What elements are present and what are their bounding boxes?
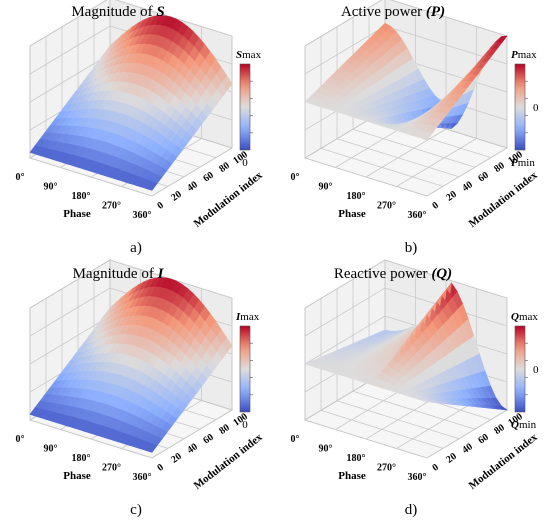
colorbar-max-symbol: P <box>511 49 518 61</box>
colorbar-mid-label: 0 <box>533 102 539 114</box>
colorbar <box>239 325 251 413</box>
colorbar-min-suffix: min <box>519 419 537 431</box>
y-tick-label: 60 <box>476 170 491 185</box>
title-text: Reactive power <box>334 266 431 282</box>
title-text: Active power <box>341 4 426 20</box>
x-tick-label: 180° <box>347 453 366 464</box>
surface-3d <box>304 281 509 411</box>
colorbar-max-symbol: Q <box>511 311 519 323</box>
y-tick-label: 60 <box>201 432 216 447</box>
colorbar-mid-label: 0 <box>533 364 539 376</box>
colorbar-max-suffix: max <box>518 49 537 61</box>
colorbar <box>514 325 526 413</box>
chart-panel: Magnitude of S 0° 90° 180° 270° 360° Phase 0 204… <box>16 0 265 256</box>
title-symbol: S <box>156 4 164 20</box>
x-tick-label: 360° <box>133 472 152 483</box>
colorbar-min-label: 0 <box>242 157 248 169</box>
chart-panel: Reactive power (Q) 0° 90° 180° 270° 360° Phase… <box>291 259 540 518</box>
y-tick-label: 0 <box>155 200 165 212</box>
y-tick-label: 0 <box>430 462 440 474</box>
colorbar-min-label: 0 <box>242 419 248 431</box>
colorbar-min-suffix: min <box>518 157 536 169</box>
colorbar-max-suffix: max <box>242 49 261 61</box>
x-tick-label: 0° <box>16 434 25 445</box>
y-tick-label: 60 <box>476 432 491 447</box>
x-tick-label: 90° <box>319 182 333 193</box>
x-tick-label: 90° <box>319 444 333 455</box>
colorbar-max-suffix: max <box>240 311 259 323</box>
y-tick-label: 40 <box>185 179 200 194</box>
colorbar-min-symbol: P <box>511 157 518 169</box>
y-tick-label: 0 <box>430 200 440 212</box>
panel-label: b) <box>405 240 418 256</box>
surface-patch <box>304 96 317 105</box>
x-tick-label: 360° <box>408 472 427 483</box>
y-tick-label: 60 <box>201 170 216 185</box>
surface-patch <box>29 407 42 417</box>
y-tick-label: 40 <box>460 179 475 194</box>
x-tick-label: 90° <box>44 444 58 455</box>
y-tick-label: 20 <box>444 451 459 466</box>
x-axis-label: Phase <box>338 208 366 220</box>
surface-patch <box>29 145 42 155</box>
colorbar-min-symbol: Q <box>511 419 519 431</box>
x-tick-label: 360° <box>408 210 427 221</box>
chart-title: Magnitude of I <box>73 266 165 282</box>
x-axis-label: Phase <box>63 470 91 482</box>
x-tick-label: 270° <box>102 201 121 212</box>
title-symbol: I <box>157 266 165 282</box>
y-tick-label: 80 <box>217 422 232 437</box>
y-tick-label: 20 <box>169 189 184 204</box>
colorbar-max-label: Smax <box>236 49 262 61</box>
x-tick-label: 270° <box>377 463 396 474</box>
colorbar-max-suffix: max <box>519 311 538 323</box>
x-tick-label: 0° <box>291 172 300 183</box>
x-tick-label: 180° <box>72 191 91 202</box>
y-tick-label: 0 <box>155 462 165 474</box>
panel-label: c) <box>130 502 142 518</box>
x-tick-label: 180° <box>347 191 366 202</box>
x-tick-label: 180° <box>72 453 91 464</box>
x-axis-label: Phase <box>338 470 366 482</box>
surface-patch <box>304 361 317 367</box>
y-tick-label: 40 <box>460 441 475 456</box>
chart-title: Reactive power (Q) <box>334 266 452 282</box>
colorbar-max-label: Qmax <box>511 311 538 323</box>
colorbar-max-symbol: I <box>235 311 241 323</box>
y-tick-label: 80 <box>492 422 507 437</box>
title-symbol: (P) <box>426 4 445 20</box>
surface-3d <box>29 15 233 191</box>
y-tick-label: 80 <box>217 160 232 175</box>
x-axis-label: Phase <box>63 208 91 220</box>
y-tick-label: 20 <box>169 451 184 466</box>
chart-panel: Active power (P)0°90°180°270°360°Phase02… <box>291 0 540 256</box>
colorbar-max-label: Imax <box>235 311 260 323</box>
title-symbol: (Q) <box>431 266 452 282</box>
x-tick-label: 0° <box>291 434 300 445</box>
x-tick-label: 0° <box>16 172 25 183</box>
y-tick-label: 20 <box>444 189 459 204</box>
x-tick-label: 90° <box>44 182 58 193</box>
colorbar-max-symbol: S <box>236 49 242 61</box>
x-tick-label: 360° <box>133 210 152 221</box>
colorbar <box>239 63 251 151</box>
panel-label: a) <box>130 240 142 256</box>
surface-3d <box>29 277 233 453</box>
y-tick-label: 40 <box>185 441 200 456</box>
colorbar-max-label: Pmax <box>511 49 537 61</box>
x-tick-label: 270° <box>102 463 121 474</box>
chart-panel: Magnitude of I 0° 90° 180° 270° 360° Phase 0 204… <box>16 259 265 518</box>
chart-title: Magnitude of S <box>71 4 164 20</box>
panel-label: d) <box>405 502 418 518</box>
surface-3d <box>304 22 508 141</box>
chart-title: Active power (P) <box>341 4 445 20</box>
title-text: Magnitude of <box>71 4 156 20</box>
x-tick-label: 270° <box>377 201 396 212</box>
colorbar-min-label: Qmin <box>511 419 537 431</box>
colorbar-min-label: Pmin <box>511 157 535 169</box>
colorbar <box>514 63 526 151</box>
y-tick-label: 80 <box>492 160 507 175</box>
title-text: Magnitude of <box>73 266 158 282</box>
